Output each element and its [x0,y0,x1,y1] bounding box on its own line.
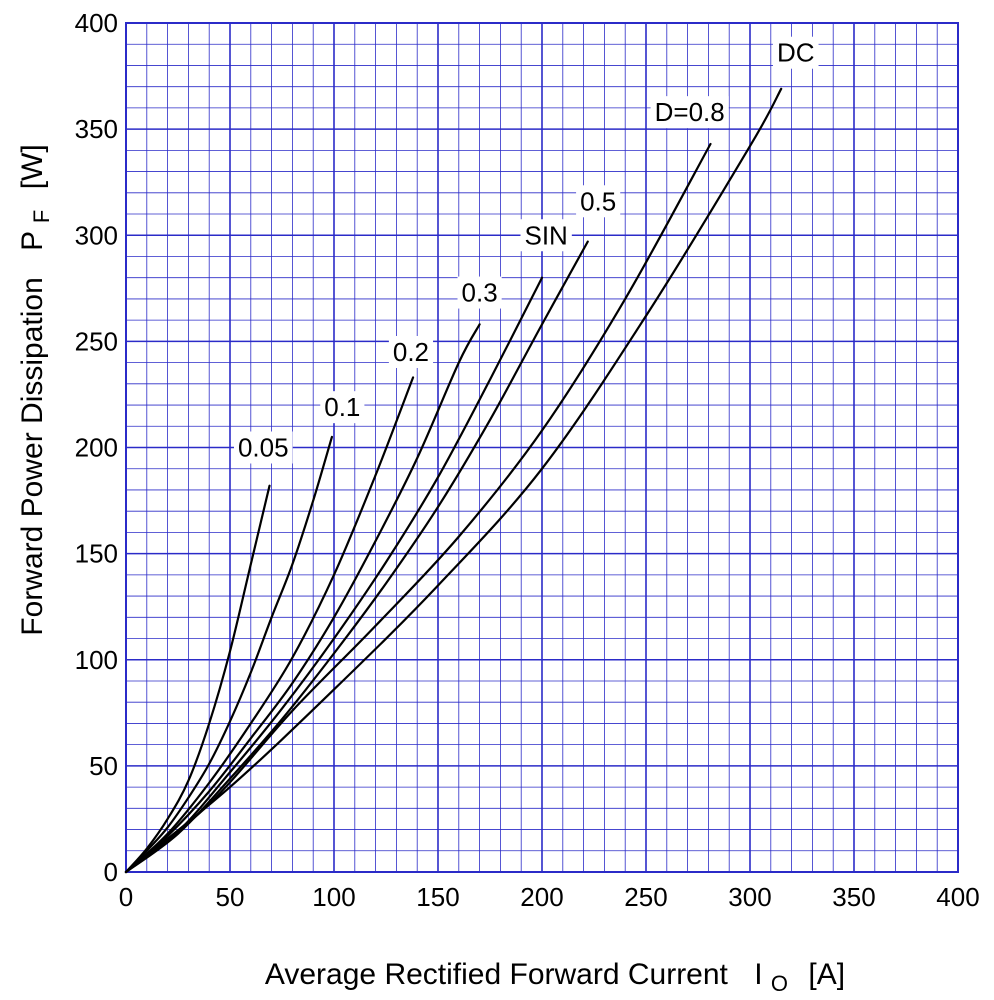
curve-labels: 0.05 0.1 0.2 0.3 SIN 0.5 D=0.8 DC [233,36,819,464]
curve-0-05 [124,484,271,874]
curve-label: 0.3 [457,276,502,309]
curve-label-background [772,36,819,69]
y-axis-symbol: P [16,231,49,250]
y-tick-label: 350 [75,114,118,144]
y-tick-label: 50 [89,751,118,781]
curve-label-text: 0.05 [238,433,289,463]
x-tick-label: 250 [624,882,667,912]
y-axis-title: Forward Power Dissipation P F [W] [16,144,56,635]
curve-0-5 [124,240,589,874]
x-axis-title-main: Average Rectified Forward Current [265,958,729,991]
curve-label-text: SIN [524,220,567,250]
curve-label: 0.5 [576,185,621,218]
curve-label-background [233,431,293,464]
y-tick-label: 300 [75,220,118,250]
x-tick-label: 400 [936,882,979,912]
curve-0-3 [124,323,481,874]
x-axis-symbol: I [754,958,762,991]
y-axis-unit: [W] [16,144,49,189]
x-axis-unit: [A] [808,958,845,991]
x-tick-label: 50 [216,882,245,912]
x-axis-symbol-subscript: O [771,971,788,996]
curve-label: 0.1 [320,391,365,424]
y-tick-label: 400 [75,8,118,38]
y-tick-label: 0 [104,857,118,887]
curve-0-2 [124,376,415,874]
x-tick-label: 150 [416,882,459,912]
curve-label-text: 0.3 [462,278,498,308]
x-axis-title: Average Rectified Forward Current I O [A… [265,958,845,998]
curve-label-text: D=0.8 [655,97,725,127]
curve-label: 0.2 [388,335,434,368]
y-axis-symbol-subscript: F [29,210,54,223]
x-tick-label: 350 [832,882,875,912]
x-tick-label: 300 [728,882,771,912]
curve-label-background [320,391,365,424]
y-axis-title-main: Forward Power Dissipation [16,277,49,635]
curves [124,87,783,874]
curve-label: SIN [520,219,572,252]
y-tick-label: 100 [75,645,118,675]
x-tick-label: 100 [312,882,355,912]
curve-label-text: 0.1 [324,392,360,422]
x-tick-labels: 0 50 100 150 200 250 300 350 400 [119,882,980,912]
curve-label-background [388,335,434,368]
y-tick-label: 150 [75,539,118,569]
curve-label-background [520,219,572,252]
curve-label-background [457,276,502,309]
y-tick-labels: 0 50 100 150 200 250 300 350 400 [75,8,118,887]
curve-dc [124,87,783,874]
curve-label-text: DC [777,38,815,68]
curve-label-text: 0.2 [393,337,429,367]
y-tick-label: 250 [75,326,118,356]
curve-label-text: 0.5 [580,186,616,216]
curve-sin [124,276,544,874]
curve-label-background [650,96,729,129]
curve-label: 0.05 [233,431,293,464]
y-tick-label: 200 [75,433,118,463]
curve-label-background [576,185,621,218]
curve-label: D=0.8 [650,96,729,129]
curve-label: DC [772,36,819,69]
x-tick-label: 0 [119,882,133,912]
x-tick-label: 200 [520,882,563,912]
curve-0-1 [124,435,334,874]
plot-frame [125,22,959,873]
curve-d-0-8 [124,142,712,874]
